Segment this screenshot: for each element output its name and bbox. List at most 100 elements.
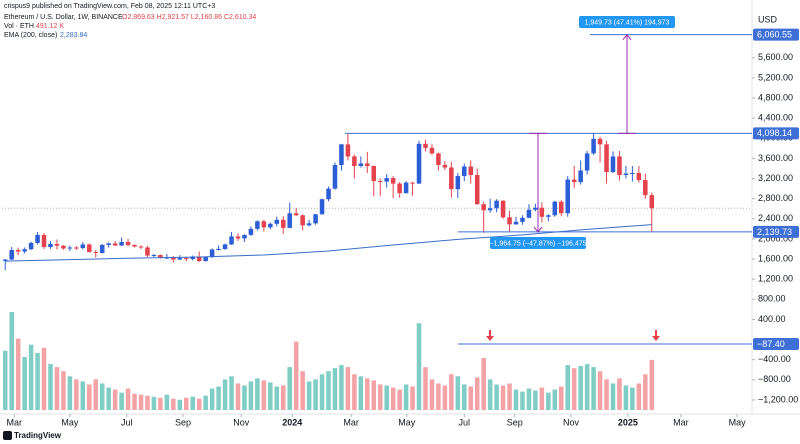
candle-body <box>584 153 590 171</box>
volume-bar <box>216 386 221 410</box>
candle-body <box>358 163 364 166</box>
volume-bar <box>468 386 474 410</box>
candle-body <box>455 176 461 190</box>
candle-body <box>617 156 622 176</box>
volume-bar <box>74 379 79 410</box>
x-tick-label: Sep <box>507 417 523 427</box>
volume-bar <box>533 390 538 410</box>
publisher: crispus9 published on TradingView.com, F… <box>4 3 215 10</box>
candle-body <box>390 178 396 184</box>
candle-body <box>397 183 402 194</box>
volume-bar <box>649 359 655 410</box>
candle-body <box>365 163 370 166</box>
volume-bar <box>416 323 422 410</box>
logo-icon <box>3 431 12 440</box>
volume-bar <box>455 376 461 410</box>
volume-bar <box>462 384 467 410</box>
measure-label: 1,949.73 (47.41%) 194,973 <box>585 19 670 26</box>
volume-bar <box>93 379 99 410</box>
x-tick-label: Jul <box>459 417 471 427</box>
candle-body <box>597 138 603 145</box>
level-label-box <box>753 28 799 41</box>
candle-body <box>255 221 260 229</box>
volume-bar <box>610 383 616 410</box>
volume-bar <box>48 364 53 410</box>
volume-bar <box>274 386 280 410</box>
logo: TradingView <box>14 431 62 440</box>
volume-bar <box>520 391 525 410</box>
volume-bar <box>268 382 273 410</box>
candle-body <box>332 164 338 189</box>
candle-body <box>623 173 629 176</box>
candle-body <box>203 257 208 262</box>
volume-bar <box>319 374 325 410</box>
measure-label: −1,964.75 (−47.87%) −196,475 <box>489 240 586 247</box>
candle-body <box>184 258 189 260</box>
candle-body <box>313 214 318 224</box>
volume-bar <box>54 367 60 410</box>
candle-body <box>429 147 435 154</box>
y-tick-label: 2,400.00 <box>758 213 793 223</box>
candle-body <box>578 170 583 183</box>
candle-body <box>9 250 14 260</box>
volume-bar <box>442 385 448 410</box>
volume-bar <box>591 367 596 410</box>
volume-bar <box>242 385 247 410</box>
candle-body <box>99 244 105 254</box>
volume-bar <box>565 365 570 410</box>
volume-bar <box>87 384 92 410</box>
volume-bar <box>494 384 499 410</box>
x-tick-label: May <box>398 417 416 427</box>
volume-bar <box>403 384 409 410</box>
y-tick-label: 5,200.00 <box>758 72 793 82</box>
candle-body <box>403 182 409 194</box>
volume-bar <box>352 374 357 410</box>
volume-bar <box>604 379 609 410</box>
candle-body <box>487 208 493 211</box>
volume-bar <box>190 396 195 410</box>
candle-body <box>371 165 377 182</box>
candle-body <box>119 241 124 246</box>
candle-body <box>138 246 144 248</box>
candle-body <box>319 199 325 215</box>
volume-bar <box>119 392 124 410</box>
candle-body <box>630 173 635 175</box>
candle-body <box>474 175 480 205</box>
volume-bar <box>99 383 105 410</box>
volume-bar <box>235 383 241 410</box>
candle-body <box>229 236 234 245</box>
ema-line <box>5 224 652 262</box>
volume-bar <box>436 383 441 410</box>
x-tick-label: Sep <box>175 417 191 427</box>
candle-body <box>61 245 66 249</box>
candle-body <box>2 259 8 261</box>
volume-bar <box>630 387 635 410</box>
volume-bar <box>487 379 493 410</box>
volume-bar <box>326 371 331 410</box>
candle-body <box>190 256 195 260</box>
volume-bar <box>513 389 519 410</box>
candle-body <box>513 221 519 225</box>
candle-body <box>112 243 118 246</box>
volume-bar <box>158 397 163 410</box>
volume-bar <box>2 350 8 410</box>
volume-value: 491.12 K <box>36 23 64 30</box>
volume-bar <box>546 392 551 410</box>
volume-bar <box>410 386 415 410</box>
volume-bar <box>584 364 590 410</box>
candle-body <box>293 213 299 216</box>
candle-body <box>280 219 286 228</box>
level-label: 4,098.14 <box>757 128 792 138</box>
volume-bar <box>28 344 34 410</box>
volume-bar <box>578 366 583 410</box>
volume-bar <box>41 347 47 410</box>
volume-bar <box>35 352 40 410</box>
y-tick-label: 1,200.00 <box>758 274 793 284</box>
volume-bar <box>106 387 111 410</box>
candle-body <box>132 244 137 247</box>
candle-body <box>48 243 53 247</box>
y-tick-label: −1,200.00 <box>758 394 798 404</box>
level-label-box <box>753 337 799 350</box>
candle-body <box>41 234 47 247</box>
